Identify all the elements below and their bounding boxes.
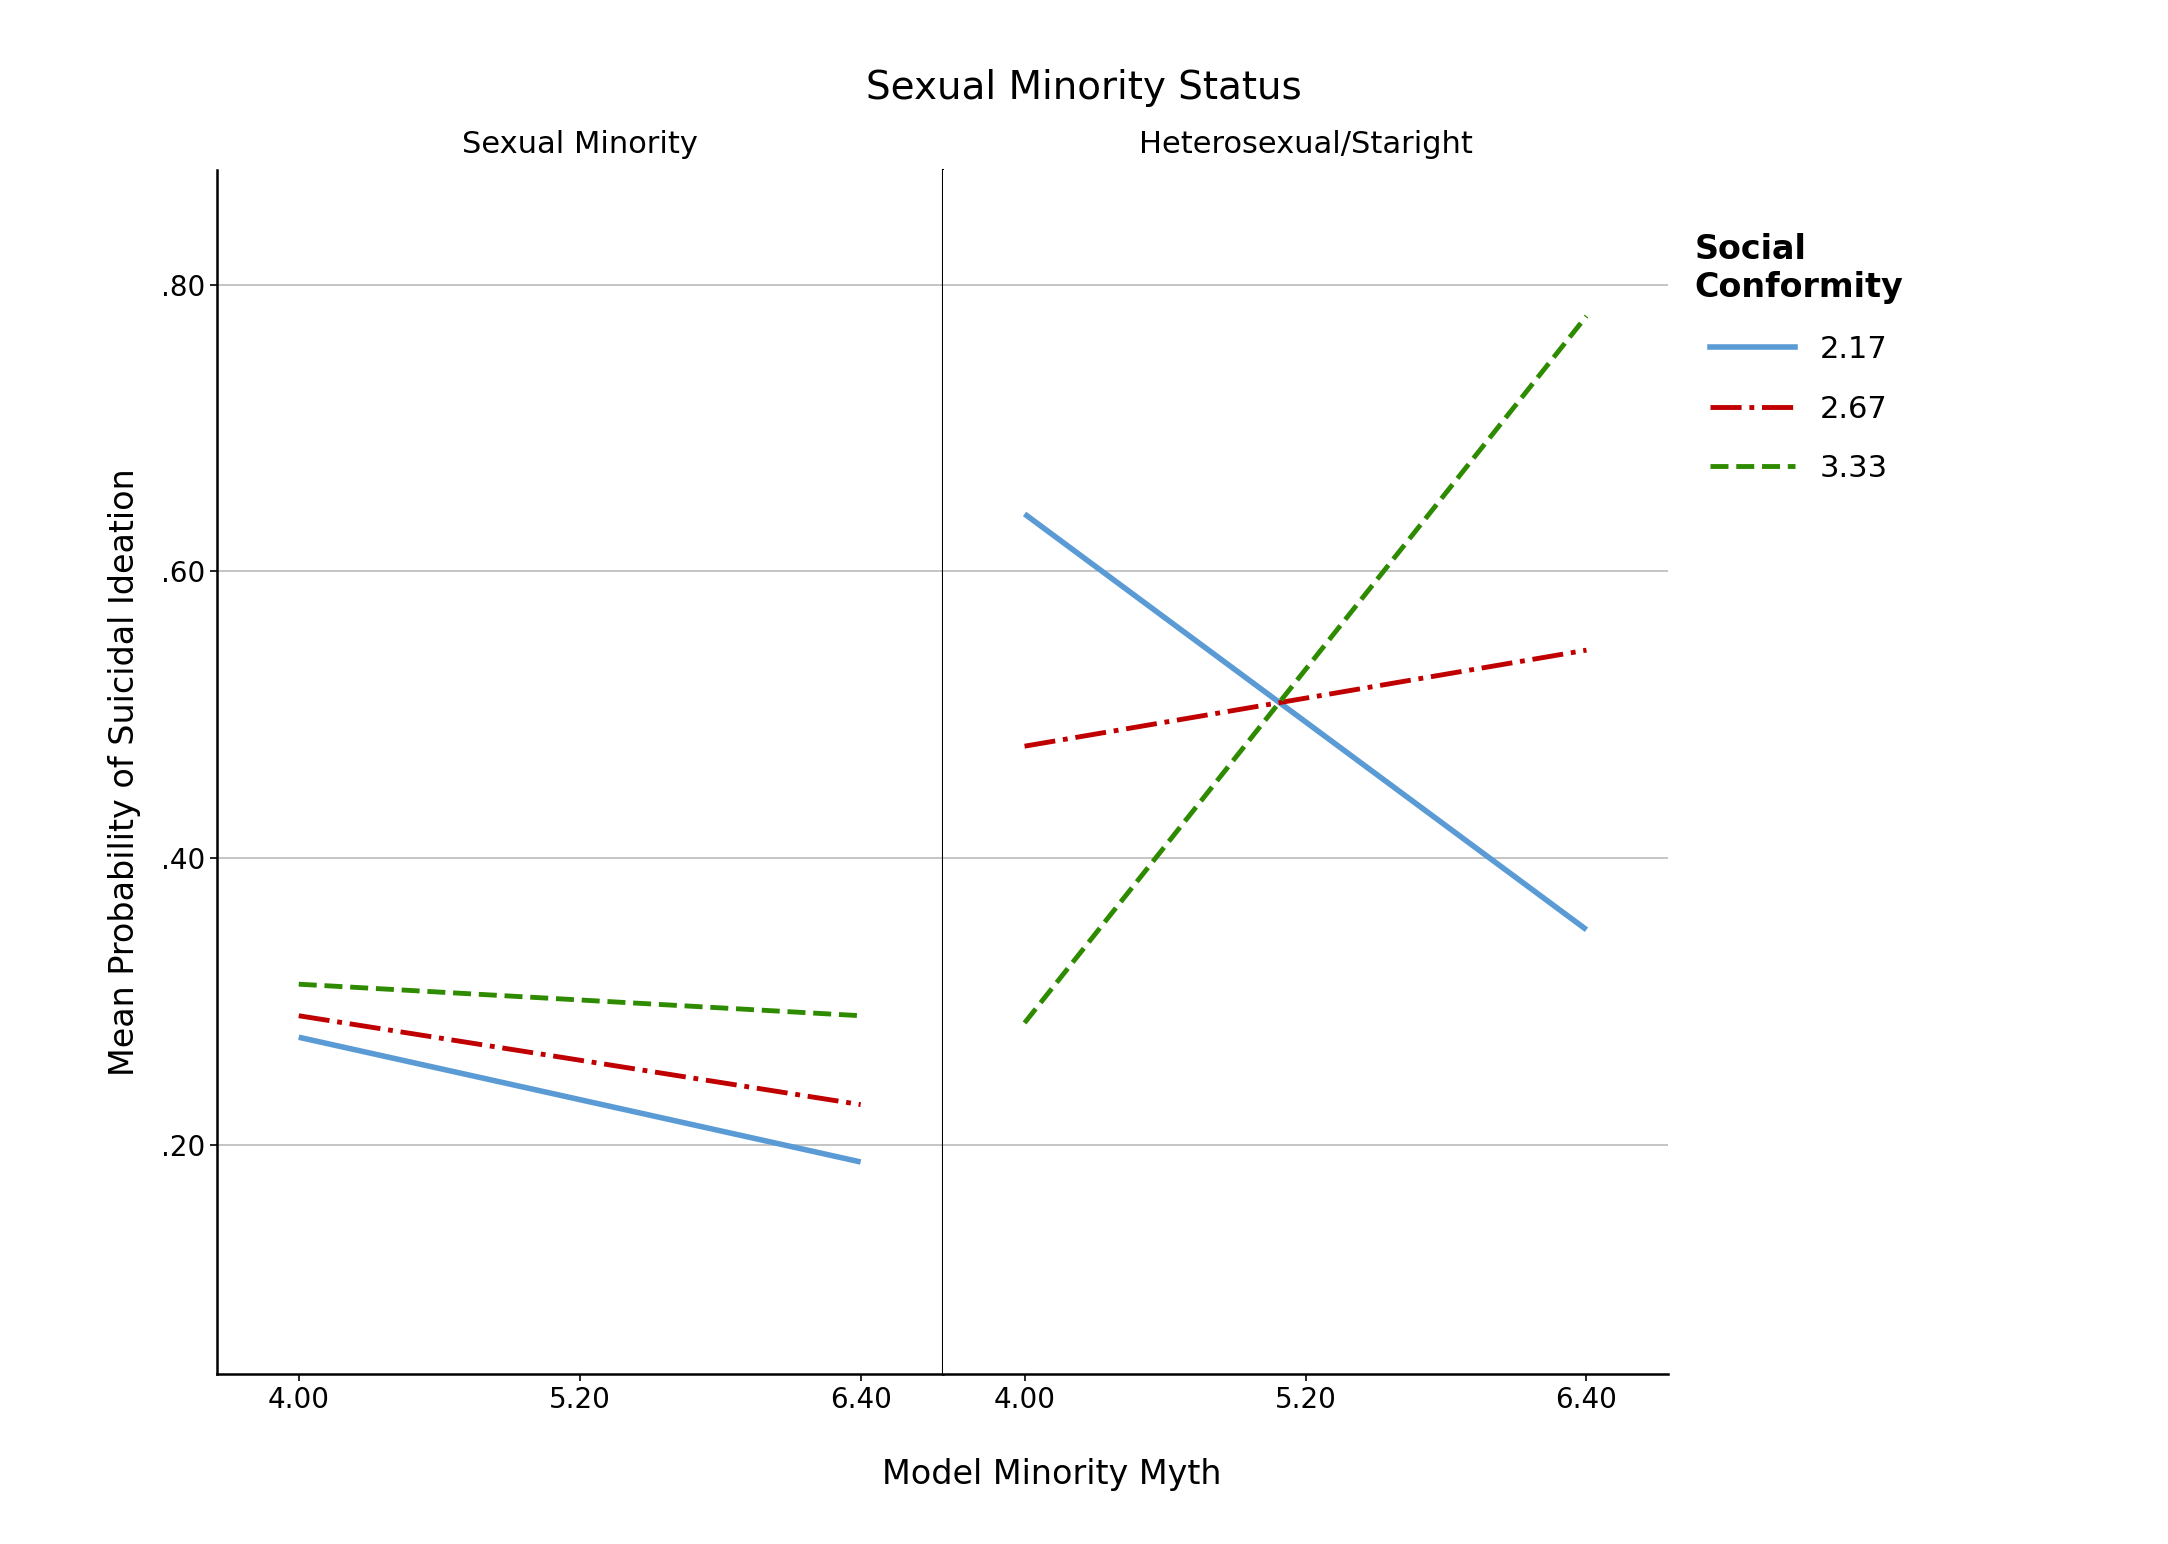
Title: Heterosexual/Staright: Heterosexual/Staright	[1138, 130, 1472, 159]
Title: Sexual Minority: Sexual Minority	[462, 130, 698, 159]
Text: Model Minority Myth: Model Minority Myth	[882, 1458, 1221, 1492]
Legend: 2.17, 2.67, 3.33: 2.17, 2.67, 3.33	[1695, 233, 1904, 483]
Text: Sexual Minority Status: Sexual Minority Status	[867, 69, 1301, 108]
Y-axis label: Mean Probability of Suicidal Ideation: Mean Probability of Suicidal Ideation	[108, 468, 141, 1076]
